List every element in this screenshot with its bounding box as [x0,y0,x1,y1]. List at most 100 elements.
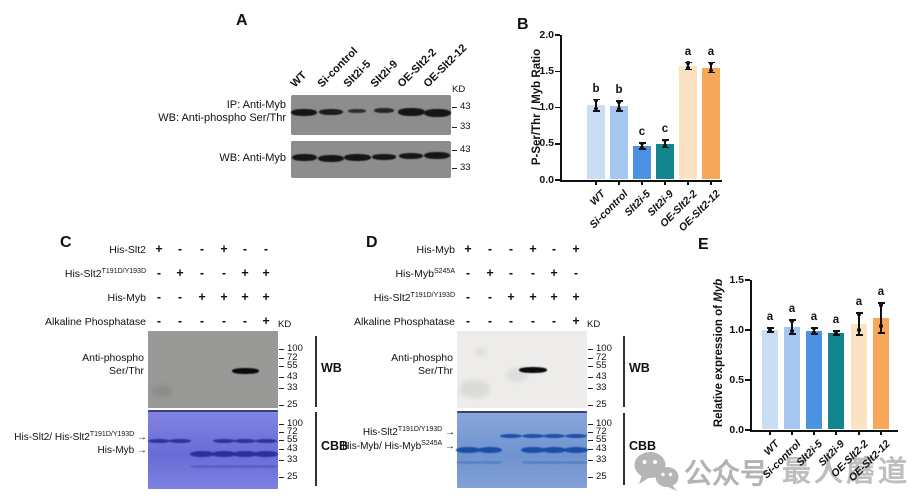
marker-label: 33 [460,121,471,132]
cbb-lower-band [478,446,502,454]
data-point [857,328,861,332]
y-axis-title-prefix: Relative expression of [713,301,725,428]
reagent-sign: - [508,266,514,280]
reagent-label-superscript: T191D/Y193D [410,292,455,299]
data-point [640,141,644,146]
data-point [768,329,772,333]
y-tick-label: 2.0 [539,28,554,41]
y-tick-label: 0.0 [539,173,554,186]
error-bar-line [618,100,620,112]
wb-bracket-line [623,336,625,407]
reagent-sign: - [242,314,248,328]
marker-tick [452,126,457,128]
sig-letter: b [592,82,600,95]
marker-tick [279,365,284,367]
y-tick [745,329,750,331]
data-point [594,106,598,111]
error-bar-line [687,62,689,70]
marker-tick [588,423,593,425]
marker-label: 55 [287,434,298,445]
marker-tick [588,439,593,441]
reagent-label: His-MybS245A [395,268,455,280]
data-point [594,98,598,103]
reagent-sign: - [530,314,536,328]
protein-band [343,153,371,161]
marker-tick [279,357,284,359]
x-tick [880,431,882,435]
bar [762,330,778,429]
cbb-faint-band [190,464,214,468]
protein-band [397,108,425,116]
cbb-band-label-upper-superscript: T191D/Y193D [89,431,135,438]
phospho-band [519,367,547,373]
wb-tag: WB [629,361,650,375]
error-bar-cap-bottom [707,72,715,74]
sig-letter: a [877,286,885,298]
marker-tick [588,376,593,378]
reagent-sign: + [241,290,249,304]
error-bar-cap-bottom [615,110,623,112]
phospho-band [231,368,259,374]
blot1-row-label-line2: WB: Anti-phospho Ser/Thr [158,112,286,124]
data-point [663,143,667,148]
reagent-sign: - [487,290,493,304]
marker-tick [452,167,457,169]
data-point [857,312,861,317]
data-point [640,145,644,150]
marker-tick [452,106,457,108]
data-point [812,330,816,335]
blot-smudge [152,385,172,397]
blot-smudge [475,346,487,356]
reagent-sign: - [465,290,471,304]
wechat-icon [634,452,679,491]
reagent-sign: + [262,290,270,304]
cbb-faint-band [542,460,566,464]
cbb-band-label-lower: His-Myb/ His-MybS245A → [342,440,455,452]
marker-tick [279,404,284,406]
marker-tick [452,149,457,151]
marker-label: 72 [287,426,298,437]
panel-a-letter: A [236,12,248,29]
data-point [617,99,621,104]
wb-blot [457,331,587,408]
x-tick [813,431,815,435]
marker-tick [279,387,284,389]
reagent-sign: + [486,266,494,280]
sig-letter: a [788,303,796,315]
reagent-sign: - [199,314,205,328]
y-tick [555,143,560,145]
data-point [834,332,838,336]
x-tick [618,181,620,185]
bar [610,106,628,179]
x-tick [664,181,666,185]
y-axis-line [750,280,752,431]
marker-label: 100 [287,418,303,429]
marker-label: 25 [596,399,607,410]
reagent-label: His-Myb [416,244,456,256]
cbb-upper-band [522,433,544,439]
error-bar-cap-bottom [855,334,863,336]
marker-tick [588,365,593,367]
data-point [768,326,772,331]
marker-label: 33 [596,382,607,393]
y-tick [745,429,750,431]
reagent-sign: - [156,290,162,304]
cbb-lower-band [564,446,588,454]
x-tick [641,181,643,185]
x-axis-line [560,180,722,182]
marker-tick [279,376,284,378]
x-tick [791,431,793,435]
sig-letter: c [661,123,669,136]
marker-tick [279,423,284,425]
wb-row-label-line1: Anti-phospho [82,352,144,364]
marker-label: 72 [287,352,298,363]
reagent-sign: + [572,314,580,328]
protein-band [399,153,423,159]
blot-wb-anti-myb [291,141,451,178]
kd-label: KD [278,319,292,330]
reagent-sign: - [465,266,471,280]
sig-letter: a [766,311,774,323]
wb-row-label: Anti-phospho Ser/Thr [303,352,453,378]
cbb-faint-band [212,464,236,468]
